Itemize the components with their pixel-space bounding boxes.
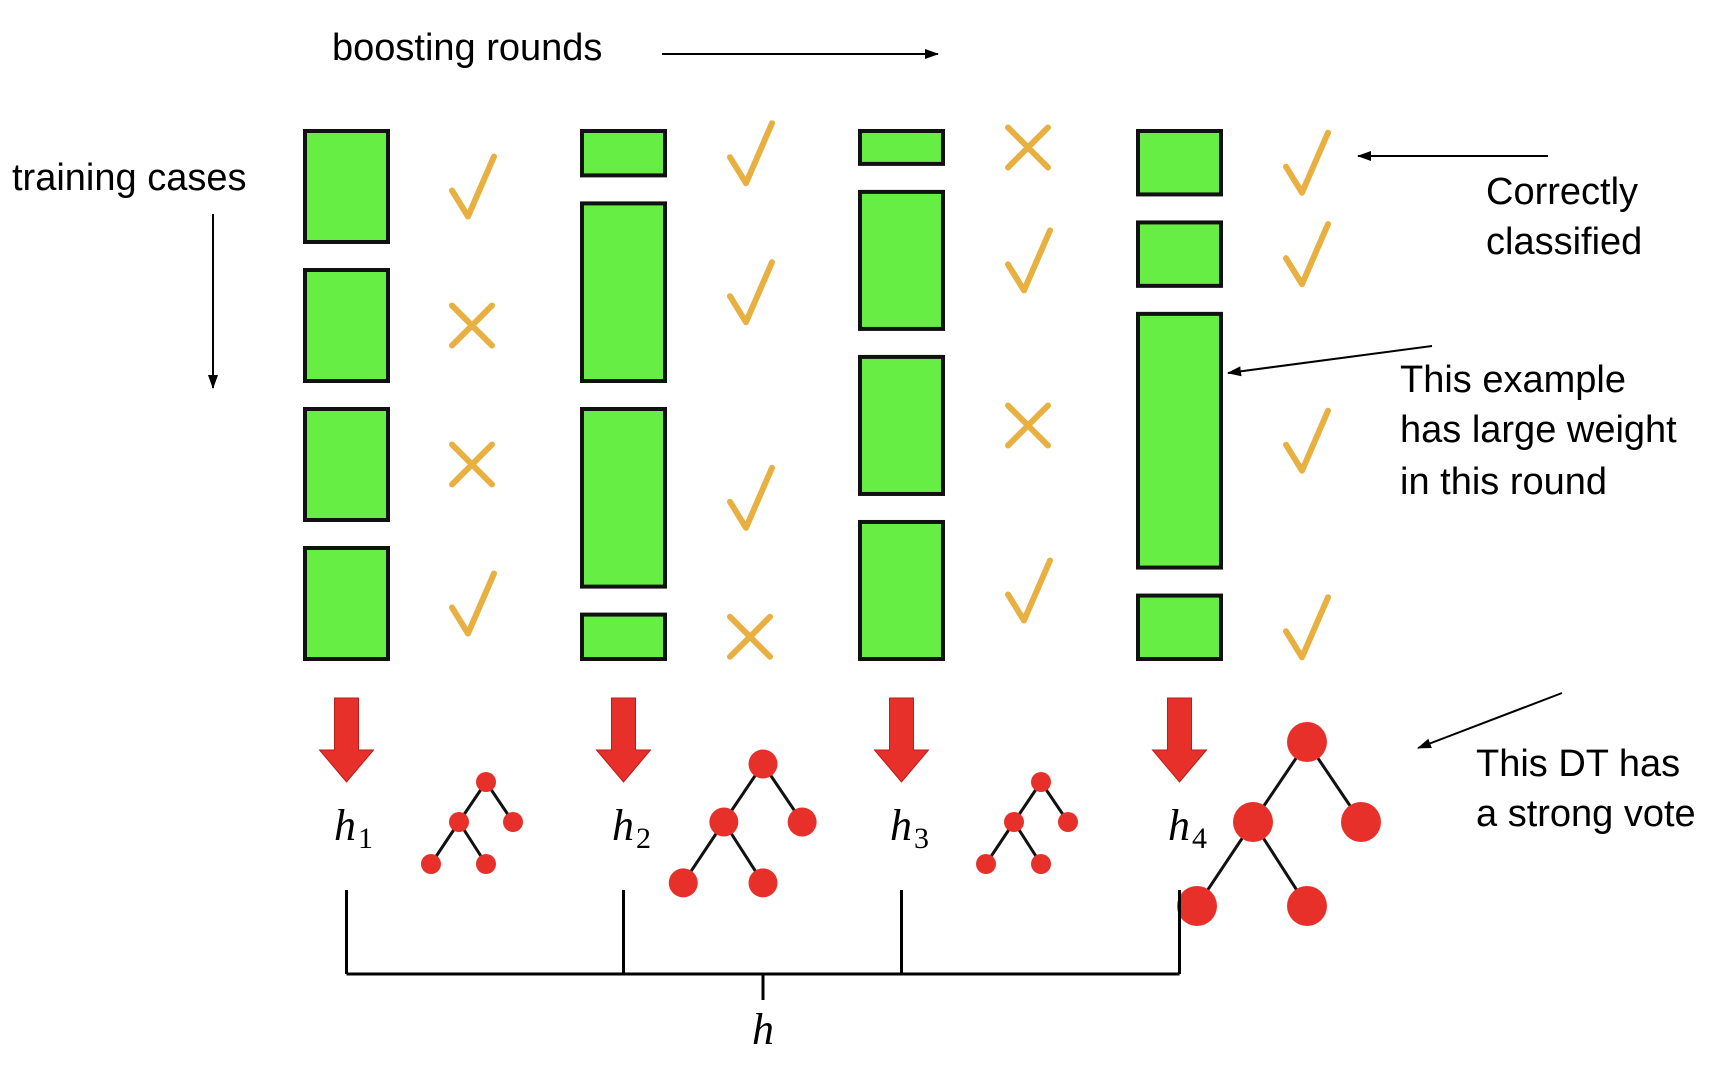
weight-bar-r3-c3: [858, 354, 945, 496]
tree-node-3-5: [1031, 854, 1051, 874]
tree-node-3-3: [1058, 812, 1078, 832]
correctly-classified-label-line2: classified: [1486, 221, 1643, 263]
weight-bar-r1-c4: [303, 546, 390, 661]
weight-bar-r4-c3: [1136, 311, 1223, 570]
weight-bar-r2-c1: [580, 129, 667, 178]
combined-hypothesis-label: h: [752, 1005, 774, 1054]
check-icon-r4-c4: [1283, 594, 1331, 661]
weight-bar-r4-c1: [1136, 129, 1223, 197]
weight-bar-r3-c1: [858, 129, 945, 166]
check-icon-r1-c4: [449, 570, 497, 637]
cross-icon-r1-c2: [449, 302, 495, 349]
training-cases-label: training cases: [12, 157, 247, 199]
cross-icon-r2-c4: [727, 613, 773, 660]
tree-node-3-2: [1004, 812, 1024, 832]
check-icon-r1-c1: [449, 153, 497, 220]
tree-node-3-1: [1031, 772, 1051, 792]
strong-vote-label-line1: This DT has: [1476, 743, 1681, 785]
large-weight-label-line2: has large weight: [1400, 409, 1677, 451]
tree-node-1-5: [476, 854, 496, 874]
weight-bar-r1-c2: [303, 268, 390, 383]
tree-node-1-3: [503, 812, 523, 832]
tree-node-1-2: [449, 812, 469, 832]
weight-bar-r1-c3: [303, 407, 390, 522]
weight-bar-r3-c4: [858, 519, 945, 661]
tree-node-2-3: [787, 807, 817, 837]
tree-node-2-1: [748, 749, 778, 779]
down-arrow-icon-2: [595, 697, 652, 783]
strong-vote-label-line2: a strong vote: [1476, 793, 1696, 835]
large-weight-label-line3: in this round: [1400, 461, 1608, 503]
down-arrow-icon-3: [873, 697, 930, 783]
hypothesis-label-3: h3: [890, 801, 929, 855]
cross-icon-r3-c1: [1005, 124, 1051, 171]
weight-bar-r4-c4: [1136, 593, 1223, 661]
tree-node-2-4: [668, 868, 698, 898]
weight-bar-r3-c2: [858, 189, 945, 331]
down-arrow-icon-1: [318, 697, 375, 783]
cross-icon-r1-c3: [449, 441, 495, 488]
weight-bar-r4-c2: [1136, 220, 1223, 288]
tree-node-4-1: [1287, 722, 1327, 762]
tree-node-4-3: [1341, 802, 1381, 842]
check-icon-r2-c2: [727, 259, 775, 326]
check-icon-r4-c2: [1283, 221, 1331, 288]
large-weight-label-line1: This example: [1400, 359, 1626, 401]
large-weight-pointer: [1227, 345, 1433, 377]
hypothesis-label-2: h2: [612, 801, 651, 855]
hypothesis-label-1: h1: [334, 801, 373, 855]
check-icon-r3-c4: [1005, 557, 1053, 624]
tree-node-1-1: [476, 772, 496, 792]
hypothesis-label-4: h4: [1168, 801, 1207, 855]
correctly-classified-label-line1: Correctly: [1486, 171, 1639, 213]
tree-node-3-4: [976, 854, 996, 874]
tree-node-1-4: [421, 854, 441, 874]
check-icon-r4-c1: [1283, 129, 1331, 196]
weight-bar-r2-c2: [580, 201, 667, 383]
tree-node-2-5: [748, 868, 778, 898]
weight-bar-r1-c1: [303, 129, 390, 244]
down-arrow-icon-4: [1151, 697, 1208, 783]
tree-node-4-4: [1177, 886, 1217, 926]
check-icon-r3-c2: [1005, 227, 1053, 294]
weight-bar-r2-c4: [580, 612, 667, 661]
check-icon-r2-c3: [727, 464, 775, 531]
check-icon-r2-c1: [727, 120, 775, 187]
tree-node-2-2: [709, 807, 739, 837]
cross-icon-r3-c3: [1005, 402, 1051, 449]
check-icon-r4-c3: [1283, 407, 1331, 474]
strong-vote-pointer: [1417, 692, 1563, 749]
tree-node-4-5: [1287, 886, 1327, 926]
boosting-rounds-label: boosting rounds: [332, 27, 603, 69]
weight-bar-r2-c3: [580, 407, 667, 589]
tree-node-4-2: [1233, 802, 1273, 842]
